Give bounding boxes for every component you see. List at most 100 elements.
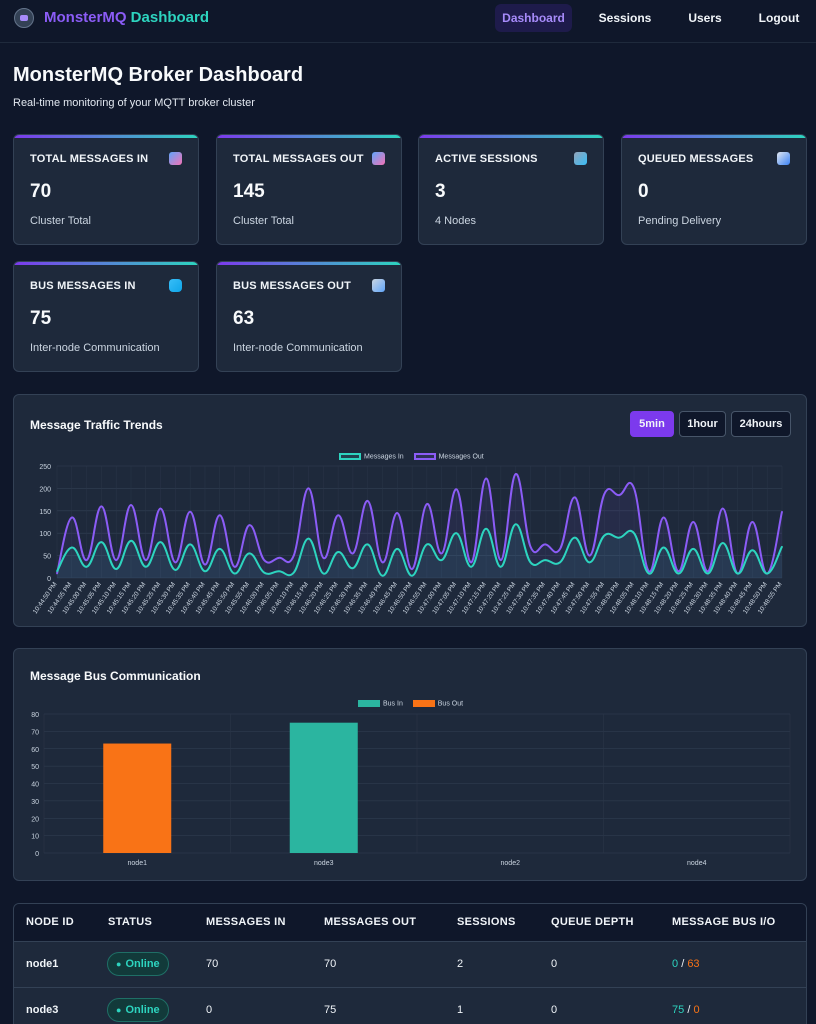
card-desc: Inter-node Communication xyxy=(233,342,363,354)
table-row[interactable]: node3 ● Online 0 75 1 0 75 / 0 xyxy=(14,988,806,1024)
data-point xyxy=(381,561,384,564)
data-point xyxy=(292,554,295,557)
y-tick-label: 30 xyxy=(31,799,39,806)
range-1hour-button[interactable]: 1hour xyxy=(679,411,726,437)
data-point xyxy=(56,572,58,575)
data-point xyxy=(278,570,280,573)
data-point xyxy=(263,559,265,561)
x-tick-label: node1 xyxy=(128,860,148,867)
legend-label-bus-out[interactable]: Bus Out xyxy=(437,700,464,708)
y-tick-label: 10 xyxy=(31,834,39,841)
th-sessions: SESSIONS xyxy=(457,916,516,928)
data-point xyxy=(396,512,399,514)
y-tick-label: 70 xyxy=(31,729,39,736)
brand-title[interactable]: MonsterMQ Dashboard xyxy=(44,9,209,26)
card-label: QUEUED MESSAGES xyxy=(638,153,754,165)
data-point xyxy=(337,514,339,517)
th-messages-in: MESSAGES IN xyxy=(206,916,286,928)
data-point xyxy=(514,473,517,475)
range-5min-button[interactable]: 5min xyxy=(630,411,674,437)
nav-logout-link[interactable]: Logout xyxy=(758,11,800,25)
data-point xyxy=(159,507,162,510)
card-value: 75 xyxy=(30,308,52,329)
data-point xyxy=(144,559,147,561)
cell-node-id: node3 xyxy=(26,1004,59,1016)
data-point xyxy=(70,546,73,549)
y-tick-label: 40 xyxy=(31,782,39,789)
data-point xyxy=(278,557,280,559)
data-point xyxy=(751,549,754,552)
data-point xyxy=(366,543,369,546)
data-point xyxy=(440,559,443,561)
y-tick-label: 50 xyxy=(31,764,39,771)
inbox-icon xyxy=(169,152,182,165)
data-point xyxy=(189,510,191,513)
card-label: BUS MESSAGES IN xyxy=(30,280,136,292)
data-point xyxy=(544,559,547,561)
data-point xyxy=(707,570,709,573)
data-point xyxy=(292,571,295,574)
table-row[interactable]: node1 ● Online 70 70 2 0 0 / 63 xyxy=(14,942,806,988)
cell-queue-depth: 0 xyxy=(551,1004,558,1016)
data-point xyxy=(722,507,724,510)
cell-messages-in: 70 xyxy=(206,958,219,970)
legend-label-bus-in[interactable]: Bus In xyxy=(383,700,403,708)
series-messages-in-line xyxy=(56,523,783,577)
data-point xyxy=(248,552,251,555)
data-point xyxy=(588,561,591,564)
data-point xyxy=(159,541,162,543)
data-point xyxy=(618,536,621,539)
range-24hours-button[interactable]: 24hours xyxy=(731,411,791,437)
status-text: Online xyxy=(125,958,160,970)
bus-separator: / xyxy=(687,1004,691,1016)
data-point xyxy=(85,559,88,561)
y-tick-label: 100 xyxy=(39,531,51,538)
data-point xyxy=(648,572,650,575)
card-active-sessions: ACTIVE SESSIONS 3 4 Nodes xyxy=(418,134,604,245)
legend-label-out[interactable]: Messages Out xyxy=(438,453,484,461)
nodes-table: NODE ID STATUS MESSAGES IN MESSAGES OUT … xyxy=(13,903,807,1024)
y-tick-label: 0 xyxy=(35,851,39,858)
data-point xyxy=(396,548,399,550)
data-point xyxy=(426,503,428,505)
monster-logo-icon[interactable] xyxy=(14,8,34,28)
status-dot-icon: ● xyxy=(116,1005,122,1015)
data-point xyxy=(677,570,680,573)
table-header: NODE ID STATUS MESSAGES IN MESSAGES OUT … xyxy=(14,904,806,942)
data-point xyxy=(485,477,487,480)
nav-users-link[interactable]: Users xyxy=(688,11,722,25)
bus-legend: Bus In Bus Out xyxy=(358,700,463,707)
cell-bus-io: 0 / 63 xyxy=(672,958,700,970)
data-point xyxy=(307,487,310,490)
page-subtitle: Real-time monitoring of your MQTT broker… xyxy=(13,97,255,109)
data-point xyxy=(204,570,206,573)
traffic-legend: Messages In Messages Out xyxy=(339,453,484,460)
bus-out-value: 0 xyxy=(693,1004,700,1016)
traffic-chart-title: Message Traffic Trends xyxy=(30,418,163,432)
legend-label-in[interactable]: Messages In xyxy=(364,453,404,461)
cell-bus-io: 75 / 0 xyxy=(672,1004,700,1016)
legend-swatch-bus-out xyxy=(412,700,435,707)
top-nav: MonsterMQ Dashboard Dashboard Sessions U… xyxy=(0,0,816,43)
data-point xyxy=(85,566,88,568)
data-point xyxy=(692,521,695,523)
data-point xyxy=(781,510,783,513)
bus-chart-title: Message Bus Communication xyxy=(30,669,201,683)
data-point xyxy=(500,566,502,568)
data-point xyxy=(381,574,384,577)
data-point xyxy=(440,552,443,555)
data-point xyxy=(455,488,458,491)
y-tick-label: 60 xyxy=(31,747,39,754)
th-status: STATUS xyxy=(108,916,153,928)
nav-dashboard-link[interactable]: Dashboard xyxy=(495,4,572,32)
y-tick-label: 150 xyxy=(39,509,51,516)
legend-swatch-out xyxy=(413,453,436,460)
status-text: Online xyxy=(125,1004,160,1016)
th-messages-out: MESSAGES OUT xyxy=(324,916,417,928)
data-point xyxy=(677,572,680,575)
card-bus-messages-out: BUS MESSAGES OUT 63 Inter-node Communica… xyxy=(216,261,402,372)
data-point xyxy=(263,571,265,574)
th-queue-depth: QUEUE DEPTH xyxy=(551,916,634,928)
nav-sessions-link[interactable]: Sessions xyxy=(598,11,652,25)
status-badge: ● Online xyxy=(107,952,169,976)
